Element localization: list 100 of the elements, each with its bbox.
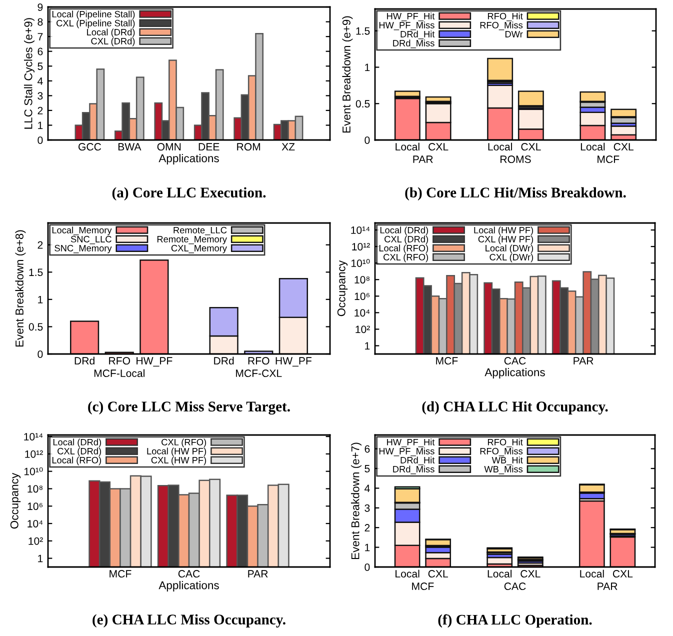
legend-label: Local (RFO) [52,456,102,466]
x-tick-label: GCC [78,143,102,151]
y-tick-label: 9 [38,3,43,11]
legend-label: RFO_Miss [480,448,523,456]
x-tick-label: Local [488,570,512,578]
legend-label: CXL (RFO) [384,254,428,262]
y-tick-label: 10⁴ [354,309,370,317]
y-tick-label: 2 [38,241,43,249]
y-tick-label: 4 [364,484,370,492]
y-tick-label: 3 [364,504,370,512]
y-tick-label: 10² [356,326,370,334]
x-tick-label: RFO [109,357,130,365]
y-tick-label: 0 [38,136,43,144]
y-tick-label: 10⁶ [28,502,43,510]
legend-label: DRd_Hit [400,456,435,466]
x-tick-label: OMN [157,143,181,151]
x-tick-label: CXL [612,570,633,578]
y-tick-label: 10² [28,537,43,545]
x-tick-label: CXL [428,570,448,578]
x-axis-title: Applications [484,368,545,378]
legend-label: CXL (HW PF) [478,236,534,244]
y-tick-label: 10⁸ [28,485,43,493]
legend-label: CXL (DRd) [58,448,102,456]
text: MCF-Local [94,369,144,378]
legend-label: WB_Miss [484,466,523,474]
x-tick-label: PAR [248,570,268,578]
legend-label: WB_Hit [492,456,523,466]
x-tick-label: CXL [614,143,634,151]
y-tick-label: 2 [364,524,370,532]
legend-label: Local (Pipeline Stall) [52,10,135,20]
legend-label: CXL (HW PF) [151,456,206,466]
y-tick-label: 0 [364,136,370,144]
y-tick-label: 5 [364,465,370,472]
x-tick-label: HW_PF [136,357,172,367]
x-tick-label: Local [488,142,512,151]
y-tick-label: 10¹⁰ [351,259,370,267]
y-tick-label: 0 [38,350,43,358]
y-axis-title: Event Breakdown (e+7) [351,442,362,560]
y-tick-label: 5 [38,62,43,70]
y-tick-label: 4 [38,77,43,85]
y-tick-label: 10⁶ [354,292,370,300]
y-tick-label: 1 [365,342,370,350]
y-tick-label: 1 [38,554,43,562]
legend-label: Local (DRd) [53,438,102,448]
text: (c) Core LLC Miss Serve Target. [88,401,290,415]
text: (a) Core LLC Execution. [112,187,266,200]
legend-label: CXL (RFO) [162,438,206,448]
text: CAC [504,582,526,590]
legend-label: RFO_Miss [480,22,523,30]
x-tick-label: CXL [521,143,541,151]
legend-label: CXL (DWr) [490,254,534,262]
x-axis-title: Applications [158,581,219,592]
y-tick-label: 10¹⁴ [351,226,370,234]
y-tick-label: 0.5 [28,323,43,331]
y-tick-label: 1 [365,64,370,72]
text: MCF [412,582,434,590]
x-tick-label: Local [580,570,604,578]
y-tick-label: 0 [364,563,370,571]
x-tick-label: DRd [214,356,234,365]
y-tick-label: 7 [38,33,43,40]
y-axis-title: Event Breakdown (e+8) [15,230,26,347]
y-tick-label: 0.5 [356,100,370,108]
legend-label: HW_PF_Miss [379,22,434,30]
legend-label: SNC_Memory [54,244,112,254]
text: MCF [598,156,620,164]
legend-label: DRd_Hit [400,30,435,40]
y-axis-title: Occupancy [337,260,348,316]
x-tick-label: Local [396,570,420,578]
y-tick-label: 1.5 [356,27,370,35]
text: (f) CHA LLC Operation. [438,614,592,628]
legend-label: DRd_Miss [393,466,434,474]
y-tick-label: 10⁴ [28,520,43,528]
text: MCF-CXL [236,370,282,378]
legend-label: Local (HW PF) [147,448,206,456]
x-tick-label: DEE [198,143,220,150]
x-tick-label: BWA [118,143,142,150]
legend-label: Local_Memory [52,226,112,236]
legend-label: CXL (Pipeline Stall) [56,20,135,28]
legend-label: RFO_Hit [488,438,523,448]
text: PAR [413,156,433,163]
text: (d) CHA LLC Hit Occupancy. [422,401,608,414]
y-tick-label: 1.5 [29,268,43,276]
y-tick-label: 10⁸ [354,276,370,284]
y-tick-label: 10¹² [352,242,370,250]
y-tick-label: 1 [365,544,370,552]
x-tick-label: MCF [110,570,132,578]
legend-label: DRd_Miss [393,40,434,48]
legend-label: RFO_Hit [488,12,523,22]
text: ROMS [500,156,531,164]
y-tick-label: 1 [38,122,43,130]
legend-label: HW_PF_Hit [387,12,435,22]
y-tick-label: 3 [38,92,43,100]
legend-label: CXL (DRd) [91,38,135,46]
x-tick-label: PAR [574,357,594,364]
y-tick-label: 10¹⁰ [24,467,43,476]
y-axis-title: LLC Stall Cycles (e+9) [24,18,34,129]
y-axis-title: Event Breakdown (e+9) [342,16,353,133]
legend-label: Local (DRd) [87,28,135,38]
legend-label: Local (DWr) [486,244,534,254]
x-tick-label: HW_PF [276,357,312,367]
